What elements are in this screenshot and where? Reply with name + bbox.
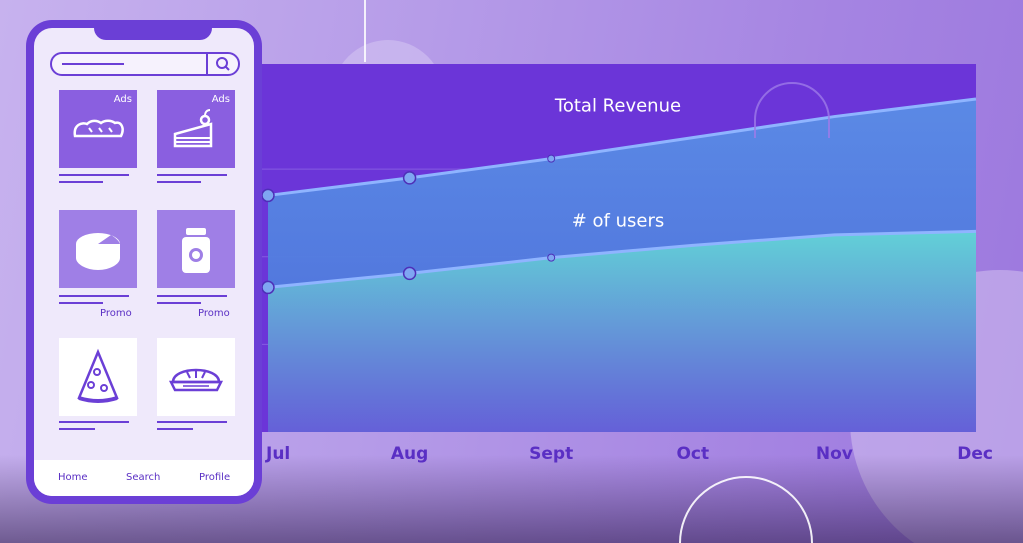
search-divider (206, 54, 208, 74)
search-placeholder-line (62, 63, 124, 65)
jar-icon (182, 228, 210, 273)
x-tick-label: Jul (265, 444, 290, 464)
x-tick-label: Aug (391, 444, 428, 464)
x-tick-label: Dec (957, 444, 993, 464)
pie-icon (168, 368, 224, 392)
text-line (157, 174, 227, 176)
data-point-users (402, 266, 417, 281)
data-point-users (261, 280, 275, 295)
product-tile-pizza[interactable] (59, 338, 137, 416)
text-line (59, 174, 129, 176)
text-line (59, 302, 103, 304)
data-point-users (547, 253, 556, 262)
product-tile-pie[interactable] (157, 338, 235, 416)
bread-icon (73, 119, 124, 138)
decor-ring (679, 476, 813, 543)
product-tile-cake[interactable]: Ads (157, 90, 235, 168)
decor-arch (754, 82, 830, 138)
phone-mockup: Ads Ads Promo (26, 20, 262, 504)
text-line (59, 295, 129, 297)
nav-search[interactable]: Search (126, 472, 161, 483)
text-line (157, 302, 201, 304)
cheese-icon (76, 233, 120, 270)
nav-profile[interactable]: Profile (199, 472, 231, 483)
product-tile-cheese[interactable] (59, 210, 137, 288)
promo-label: Promo (198, 308, 230, 319)
text-line (59, 181, 103, 183)
x-tick-label: Sept (529, 444, 573, 464)
data-point-total-revenue (547, 154, 556, 163)
ads-badge: Ads (211, 94, 230, 105)
search-input[interactable] (50, 52, 240, 76)
x-tick-label: Oct (676, 444, 709, 464)
text-line (59, 421, 129, 423)
product-tile-jar[interactable] (157, 210, 235, 288)
data-point-total-revenue (261, 188, 275, 203)
x-tick-label: Nov (816, 444, 853, 464)
series-line-users (267, 229, 977, 289)
phone-screen: Ads Ads Promo (34, 28, 254, 496)
text-line (157, 181, 201, 183)
area-users (268, 231, 976, 432)
text-line (157, 295, 227, 297)
data-point-total-revenue (402, 171, 417, 185)
product-tile-bread[interactable]: Ads (59, 90, 137, 168)
series-line-total-revenue (267, 97, 977, 197)
nav-home[interactable]: Home (58, 472, 88, 483)
text-line (157, 428, 193, 430)
cake-icon (173, 109, 213, 148)
ads-badge: Ads (113, 94, 132, 105)
pizza-slice-icon (77, 348, 119, 403)
bottom-nav: Home Search Profile (34, 460, 254, 496)
text-line (157, 421, 227, 423)
text-line (59, 428, 95, 430)
promo-label: Promo (100, 308, 132, 319)
search-icon[interactable] (212, 55, 234, 73)
series-label-total-revenue: Total Revenue (554, 96, 681, 117)
series-label-users: # of users (572, 211, 665, 232)
phone-notch (94, 28, 212, 40)
